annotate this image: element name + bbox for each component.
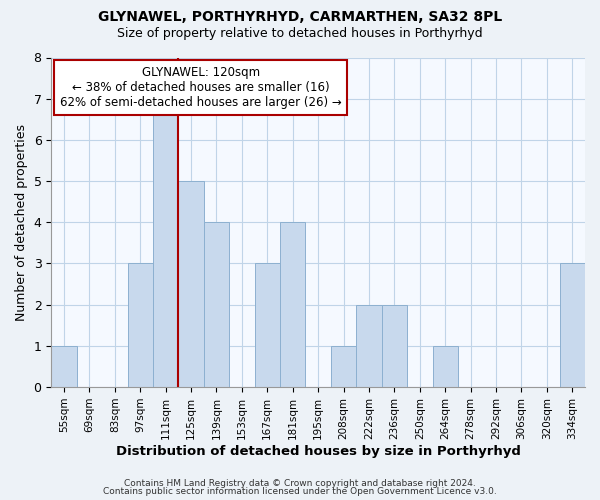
X-axis label: Distribution of detached houses by size in Porthyrhyd: Distribution of detached houses by size … [116,444,521,458]
Text: Size of property relative to detached houses in Porthyrhyd: Size of property relative to detached ho… [117,28,483,40]
Text: GLYNAWEL, PORTHYRHYD, CARMARTHEN, SA32 8PL: GLYNAWEL, PORTHYRHYD, CARMARTHEN, SA32 8… [98,10,502,24]
Bar [433,346,458,387]
Bar [178,181,204,387]
Bar [51,346,77,387]
Bar [382,304,407,387]
Text: GLYNAWEL: 120sqm
← 38% of detached houses are smaller (16)
62% of semi-detached : GLYNAWEL: 120sqm ← 38% of detached house… [60,66,341,108]
Bar [204,222,229,387]
Bar [128,264,153,387]
Bar [280,222,305,387]
Bar [356,304,382,387]
Bar [331,346,356,387]
Bar [153,98,178,387]
Text: Contains public sector information licensed under the Open Government Licence v3: Contains public sector information licen… [103,487,497,496]
Bar [560,264,585,387]
Bar [254,264,280,387]
Text: Contains HM Land Registry data © Crown copyright and database right 2024.: Contains HM Land Registry data © Crown c… [124,478,476,488]
Y-axis label: Number of detached properties: Number of detached properties [15,124,28,321]
